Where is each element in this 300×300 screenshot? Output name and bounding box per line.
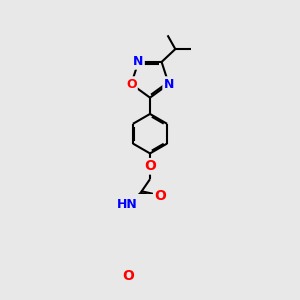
Text: N: N <box>133 56 144 68</box>
Text: O: O <box>154 189 166 203</box>
Text: O: O <box>122 269 134 283</box>
Text: O: O <box>126 77 136 91</box>
Text: O: O <box>144 159 156 173</box>
Text: N: N <box>164 77 174 91</box>
Text: HN: HN <box>117 197 138 211</box>
